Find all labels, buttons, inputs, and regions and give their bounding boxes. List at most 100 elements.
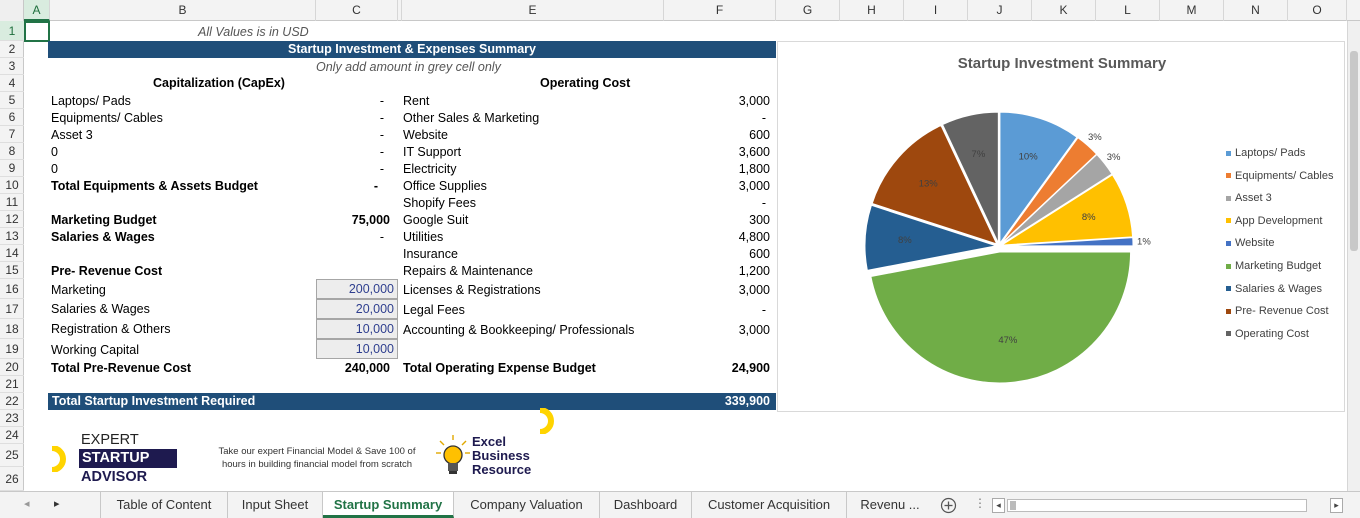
row-header[interactable]: 14 xyxy=(0,245,24,262)
opex-item-value[interactable]: 1,800 xyxy=(738,162,770,176)
legend-item[interactable]: Laptops/ Pads xyxy=(1226,147,1305,159)
row-header[interactable]: 17 xyxy=(0,299,24,319)
salaries-value[interactable]: - xyxy=(379,230,384,244)
opex-item-value[interactable]: 1,200 xyxy=(738,264,770,278)
row-header[interactable]: 11 xyxy=(0,194,24,211)
opex-item-value[interactable]: - xyxy=(761,303,766,317)
pie-slice[interactable] xyxy=(1001,153,1113,245)
prerevenue-input-cell[interactable]: 20,000 xyxy=(316,299,398,319)
capex-item-value[interactable]: - xyxy=(379,145,384,159)
tab-scroll-right-icon[interactable]: ▸ xyxy=(54,498,60,510)
column-header-e[interactable]: E xyxy=(402,0,664,21)
vertical-scrollbar[interactable] xyxy=(1347,21,1360,491)
tab-revenue[interactable]: Revenu ... xyxy=(860,497,920,512)
legend-item[interactable]: Equipments/ Cables xyxy=(1226,170,1333,182)
row-header[interactable]: 3 xyxy=(0,58,24,75)
row-header[interactable]: 6 xyxy=(0,109,24,126)
legend-item[interactable]: Website xyxy=(1226,237,1275,249)
row-header[interactable]: 5 xyxy=(0,92,24,109)
column-header-n[interactable]: N xyxy=(1224,0,1288,21)
hscroll-left-icon[interactable]: ◂ xyxy=(992,498,1005,513)
row-header[interactable]: 1 xyxy=(0,21,24,41)
row-header[interactable]: 19 xyxy=(0,339,24,359)
tab-company-valuation[interactable]: Company Valuation xyxy=(454,492,600,518)
excel-business-resource-logo[interactable]: Excel Business Resource xyxy=(434,433,544,483)
marketing-budget-value[interactable]: 75,000 xyxy=(351,213,390,227)
row-header[interactable]: 24 xyxy=(0,427,24,444)
tab-dashboard[interactable]: Dashboard xyxy=(600,492,692,518)
tab-input-sheet[interactable]: Input Sheet xyxy=(228,492,323,518)
column-header-m[interactable]: M xyxy=(1160,0,1224,21)
row-header[interactable]: 15 xyxy=(0,262,24,279)
opex-item-value[interactable]: 3,000 xyxy=(738,94,770,108)
column-header-i[interactable]: I xyxy=(904,0,968,21)
column-header-h[interactable]: H xyxy=(840,0,904,21)
column-header-g[interactable]: G xyxy=(776,0,840,21)
pie-slice[interactable] xyxy=(870,251,1132,384)
legend-item[interactable]: Asset 3 xyxy=(1226,192,1272,204)
row-header[interactable]: 7 xyxy=(0,126,24,143)
column-header-k[interactable]: K xyxy=(1032,0,1096,21)
capex-total-value[interactable]: - xyxy=(373,179,378,193)
opex-item-value[interactable]: 3,000 xyxy=(738,283,770,297)
legend-item[interactable]: Salaries & Wages xyxy=(1226,283,1322,295)
opex-item-value[interactable]: 3,600 xyxy=(738,145,770,159)
startup-investment-pie-chart[interactable]: Startup Investment Summary 10% 3% 3% 8% 1% 47… xyxy=(777,41,1345,412)
tab-scroll-left-icon[interactable]: ◂ xyxy=(24,498,30,510)
opex-item-value[interactable]: 3,000 xyxy=(738,323,770,337)
column-header-l[interactable]: L xyxy=(1096,0,1160,21)
column-header-o[interactable]: O xyxy=(1288,0,1347,21)
opex-total-value[interactable]: 24,900 xyxy=(731,361,770,375)
column-header-f[interactable]: F xyxy=(664,0,776,21)
row-header[interactable]: 23 xyxy=(0,410,24,427)
tab-splitter-icon[interactable]: ⋮ xyxy=(974,496,986,510)
tab-table-of-content[interactable]: Table of Content xyxy=(100,492,228,518)
row-header[interactable]: 22 xyxy=(0,393,24,410)
column-header-a[interactable]: A xyxy=(24,0,50,21)
pie-slice[interactable] xyxy=(1001,174,1134,246)
pie-slice[interactable] xyxy=(941,111,999,244)
horizontal-scroll-thumb[interactable] xyxy=(1010,501,1016,510)
pie-slice[interactable] xyxy=(1001,237,1134,247)
opex-item-value[interactable]: 3,000 xyxy=(738,179,770,193)
capex-item-value[interactable]: - xyxy=(379,128,384,142)
prerevenue-total-value[interactable]: 240,000 xyxy=(344,361,390,375)
opex-item-value[interactable]: 300 xyxy=(749,213,770,227)
tab-startup-summary[interactable]: Startup Summary xyxy=(323,492,454,518)
selected-cell-a1[interactable] xyxy=(24,21,50,42)
opex-item-value[interactable]: - xyxy=(761,111,766,125)
legend-item[interactable]: Marketing Budget xyxy=(1226,260,1321,272)
capex-item-value[interactable]: - xyxy=(379,111,384,125)
pie-slice[interactable] xyxy=(864,204,997,271)
pie-slice[interactable] xyxy=(1000,137,1098,245)
row-header[interactable]: 9 xyxy=(0,160,24,177)
pie-slice[interactable] xyxy=(871,124,998,245)
horizontal-scrollbar[interactable] xyxy=(1007,499,1307,512)
row-header[interactable]: 25 xyxy=(0,444,24,467)
row-header[interactable]: 4 xyxy=(0,75,24,92)
column-header-c[interactable]: C xyxy=(316,0,398,21)
opex-item-value[interactable]: - xyxy=(761,196,766,210)
column-header-b[interactable]: B xyxy=(50,0,316,21)
capex-item-value[interactable]: - xyxy=(379,162,384,176)
opex-item-value[interactable]: 600 xyxy=(749,128,770,142)
row-header[interactable]: 2 xyxy=(0,41,24,58)
row-header[interactable]: 8 xyxy=(0,143,24,160)
vertical-scroll-thumb[interactable] xyxy=(1350,51,1358,251)
opex-item-value[interactable]: 4,800 xyxy=(738,230,770,244)
row-header[interactable]: 18 xyxy=(0,319,24,339)
legend-item[interactable]: App Development xyxy=(1226,215,1322,227)
row-header[interactable]: 13 xyxy=(0,228,24,245)
legend-item[interactable]: Pre- Revenue Cost xyxy=(1226,305,1329,317)
select-all-corner[interactable] xyxy=(0,0,24,21)
legend-item[interactable]: Operating Cost xyxy=(1226,328,1309,340)
capex-item-value[interactable]: - xyxy=(379,94,384,108)
prerevenue-input-cell[interactable]: 10,000 xyxy=(316,319,398,339)
pie-slice[interactable] xyxy=(999,111,1078,245)
hscroll-right-icon[interactable]: ▸ xyxy=(1330,498,1343,513)
prerevenue-input-cell[interactable]: 200,000 xyxy=(316,279,398,299)
column-header-j[interactable]: J xyxy=(968,0,1032,21)
prerevenue-input-cell[interactable]: 10,000 xyxy=(316,339,398,359)
grand-total-value[interactable]: 339,900 xyxy=(724,394,770,408)
tab-customer-acquisition[interactable]: Customer Acquisition xyxy=(692,492,847,518)
